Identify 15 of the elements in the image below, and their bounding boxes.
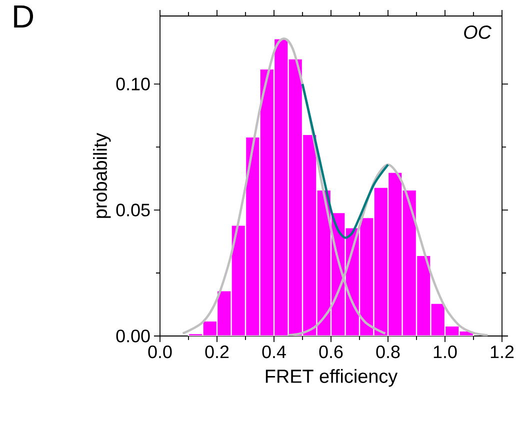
x-tick-label: 0.4	[262, 346, 286, 358]
x-tick-label: 0.6	[319, 346, 343, 358]
x-tick-label: 0.2	[205, 346, 229, 358]
y-axis-title: probability	[93, 132, 111, 218]
x-tick-label: 1.2	[490, 346, 514, 358]
line-series	[301, 82, 390, 239]
x-tick-label: 1.0	[434, 346, 457, 358]
y-tick-label: 0.05	[116, 204, 150, 216]
annotation: OC	[464, 26, 492, 39]
y-tick-label: 0.00	[116, 330, 150, 342]
x-axis-title: FRET efficiency	[266, 369, 398, 387]
text: D	[14, 6, 34, 28]
x-tick-label: 0.8	[376, 346, 400, 358]
y-tick-label: 0.10	[116, 78, 150, 90]
x-tick-label: 0.0	[148, 346, 172, 358]
